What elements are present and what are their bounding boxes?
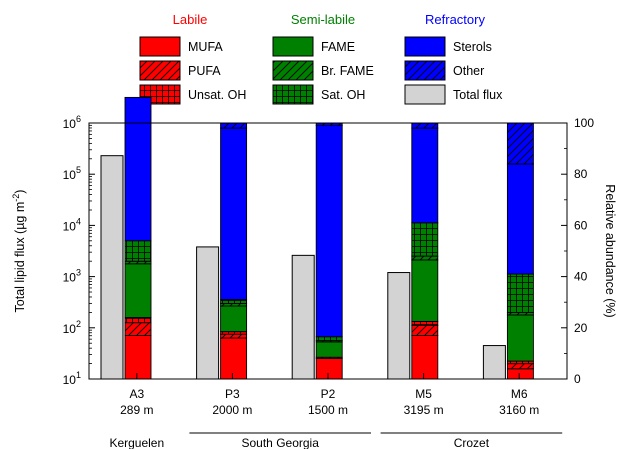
- stack-segment-a3-pufa: [124, 322, 152, 336]
- region-label-south-georgia: South Georgia: [242, 436, 320, 449]
- legend-heading-labile: Labile: [173, 12, 208, 27]
- legend-label-sterols: Sterols: [453, 40, 492, 54]
- left-tick-label-6: 106: [63, 114, 81, 131]
- stack-segment-a3-fame: [124, 263, 152, 319]
- depth-label-m6: 3160 m: [499, 403, 539, 417]
- depth-label-a3: 289 m: [120, 403, 153, 417]
- right-tick-label-40: 40: [574, 270, 588, 284]
- stack-segment-a3-mufa: [124, 335, 152, 380]
- legend-label-pufa: PUFA: [188, 64, 221, 78]
- stack-segment-p3-sterols: [220, 127, 248, 301]
- stack-segment-m5-unsat-oh: [411, 320, 439, 326]
- stack-segment-m6-pufa: [506, 363, 534, 370]
- right-axis-title: Relative abundance (%): [603, 184, 617, 317]
- legend-heading-refractory: Refractory: [425, 12, 485, 27]
- total-flux-bar-p3: [196, 246, 220, 380]
- left-tick-label-3: 103: [63, 268, 81, 285]
- left-tick-label-4: 104: [63, 216, 81, 233]
- stack-segment-m5-other: [411, 122, 439, 129]
- legend-swatch-total-flux: [404, 84, 446, 105]
- stack-segment-p2-fame: [315, 341, 343, 358]
- legend-label-total-flux: Total flux: [453, 88, 503, 102]
- depth-label-p2: 1500 m: [308, 403, 348, 417]
- right-axis: 0 20 40 60 80 100 Relative abundance (%): [561, 116, 617, 386]
- legend-swatch-pufa: [139, 60, 181, 81]
- legend-label-sat-oh: Sat. OH: [321, 88, 365, 102]
- stack-segment-p2-sat-oh: [315, 336, 343, 342]
- stack-segment-p3-other: [220, 122, 248, 129]
- stack-segment-p3-mufa: [220, 337, 248, 380]
- stack-segment-m5-br-fame: [411, 255, 439, 261]
- bars: [100, 96, 534, 380]
- stack-segment-a3-unsat-oh: [124, 317, 152, 324]
- stack-segment-m6-sterols: [506, 163, 534, 275]
- left-tick-label-5: 105: [63, 165, 81, 182]
- stack-segment-m5-sat-oh: [411, 222, 439, 257]
- legend-label-other: Other: [453, 64, 484, 78]
- legend-label-fame: FAME: [321, 40, 355, 54]
- legend-label-br-fame: Br. FAME: [321, 64, 374, 78]
- right-tick-label-0: 0: [574, 372, 581, 386]
- legend-label-unsat-oh: Unsat. OH: [188, 88, 246, 102]
- stack-segment-p2-mufa: [315, 358, 343, 380]
- depth-label-m5: 3195 m: [404, 403, 444, 417]
- legend-swatch-sterols: [404, 36, 446, 57]
- stack-segment-m5-pufa: [411, 324, 439, 336]
- stack-segment-m6-mufa: [506, 368, 534, 380]
- legend-swatch-sat-oh: [272, 84, 314, 105]
- total-flux-bar-m6: [482, 345, 506, 380]
- legend-swatch-other: [404, 60, 446, 81]
- region-label-crozet: Crozet: [454, 436, 490, 449]
- legend-swatch-mufa: [139, 36, 181, 57]
- left-tick-label-1: 101: [63, 370, 81, 387]
- site-label-p2: P2: [321, 387, 336, 401]
- left-axis-title: Total lipid flux (µg m-2): [11, 190, 27, 313]
- site-label-m5: M5: [415, 387, 432, 401]
- stack-segment-m5-fame: [411, 259, 439, 322]
- right-tick-label-20: 20: [574, 321, 588, 335]
- site-label-p3: P3: [225, 387, 240, 401]
- stack-segment-p3-sat-oh: [220, 299, 248, 304]
- left-tick-label-2: 102: [63, 319, 81, 336]
- legend-swatch-br-fame: [272, 60, 314, 81]
- stack-segment-m6-other: [506, 122, 534, 165]
- x-axis: A3 289 m P3 2000 m P2 1500 m M5 3195 m M6 3160 m K…: [109, 373, 563, 449]
- legend-label-mufa: MUFA: [188, 40, 223, 54]
- legend-swatch-fame: [272, 36, 314, 57]
- total-flux-bar-a3: [100, 155, 124, 380]
- stack-segment-a3-sterols: [124, 96, 152, 242]
- stack-segment-a3-sat-oh: [124, 240, 152, 262]
- stack-segment-m6-fame: [506, 314, 534, 362]
- left-axis: 101 102 103 104 105 106 Total lipid flux (µg m…: [11, 114, 95, 387]
- legend-heading-semi-labile: Semi-labile: [291, 12, 355, 27]
- total-flux-bar-m5: [387, 272, 411, 380]
- stack-segment-p3-fame: [220, 305, 248, 333]
- right-tick-label-60: 60: [574, 218, 588, 232]
- stack-segment-m6-sat-oh: [506, 273, 534, 313]
- site-label-m6: M6: [511, 387, 528, 401]
- total-flux-bar-p2: [291, 254, 315, 380]
- right-tick-label-80: 80: [574, 167, 588, 181]
- stack-segment-p3-pufa: [220, 333, 248, 339]
- stack-segment-p2-sterols: [315, 125, 343, 338]
- depth-label-p3: 2000 m: [212, 403, 252, 417]
- region-label-kerguelen: Kerguelen: [109, 436, 164, 449]
- legend: Labile MUFA PUFA Unsat. OH Semi-labile FAME Br…: [139, 12, 503, 105]
- stack-segment-m5-mufa: [411, 335, 439, 380]
- right-tick-label-100: 100: [574, 116, 594, 130]
- site-label-a3: A3: [129, 387, 144, 401]
- stack-segment-m5-sterols: [411, 127, 439, 224]
